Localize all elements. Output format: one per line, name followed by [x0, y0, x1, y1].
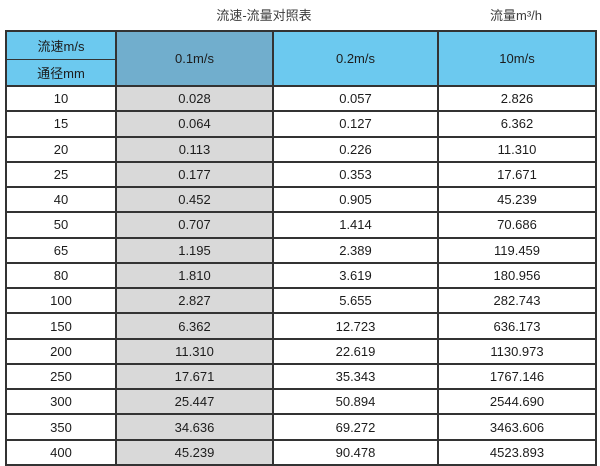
table-row: 40 0.452 0.905 45.239: [5, 186, 597, 214]
flow-0-2ms-cell: 0.127: [272, 110, 439, 138]
flow-0-2ms-cell: 2.389: [272, 236, 439, 264]
column-header-0-2ms: 0.2m/s: [272, 30, 439, 87]
flow-0-2ms-cell: 50.894: [272, 388, 439, 416]
table-row: 65 1.195 2.389 119.459: [5, 236, 597, 264]
flow-10ms-cell: 2.826: [437, 84, 597, 113]
diameter-cell: 10: [5, 84, 117, 113]
flow-0-2ms-cell: 69.272: [272, 413, 439, 441]
flow-0-1ms-cell: 45.239: [115, 438, 274, 466]
flow-0-2ms-cell: 12.723: [272, 312, 439, 340]
diameter-cell: 150: [5, 312, 117, 340]
flow-0-1ms-cell: 11.310: [115, 337, 274, 365]
table-row: 300 25.447 50.894 2544.690: [5, 388, 597, 416]
flow-0-2ms-cell: 0.226: [272, 135, 439, 163]
flow-conversion-table: 流速m/s 0.1m/s 0.2m/s 10m/s 通径mm 10 0.028 0.…: [5, 30, 597, 466]
diameter-cell: 15: [5, 110, 117, 138]
flow-0-1ms-cell: 0.707: [115, 211, 274, 239]
flow-0-2ms-cell: 35.343: [272, 362, 439, 391]
corner-velocity-label: 流速m/s: [5, 30, 117, 60]
table-row: 50 0.707 1.414 70.686: [5, 211, 597, 239]
flow-10ms-cell: 6.362: [437, 110, 597, 138]
flow-10ms-cell: 2544.690: [437, 388, 597, 416]
flow-0-1ms-cell: 0.064: [115, 110, 274, 138]
flow-0-1ms-cell: 0.177: [115, 160, 274, 189]
table-row: 350 34.636 69.272 3463.606: [5, 413, 597, 441]
table-row: 250 17.671 35.343 1767.146: [5, 362, 597, 391]
flow-10ms-cell: 11.310: [437, 135, 597, 163]
flow-10ms-cell: 45.239: [437, 186, 597, 214]
diameter-cell: 40: [5, 186, 117, 214]
flow-10ms-cell: 119.459: [437, 236, 597, 264]
table-row: 100 2.827 5.655 282.743: [5, 287, 597, 315]
flow-0-1ms-cell: 17.671: [115, 362, 274, 391]
flow-0-1ms-cell: 25.447: [115, 388, 274, 416]
flow-0-2ms-cell: 1.414: [272, 211, 439, 239]
column-header-10ms: 10m/s: [437, 30, 597, 87]
diameter-cell: 80: [5, 261, 117, 290]
diameter-cell: 200: [5, 337, 117, 365]
flow-0-2ms-cell: 22.619: [272, 337, 439, 365]
flow-0-2ms-cell: 0.905: [272, 186, 439, 214]
flow-units-label: 流量m³/h: [489, 8, 543, 23]
flow-0-2ms-cell: 90.478: [272, 438, 439, 466]
table-title: 流速-流量对照表: [216, 8, 312, 23]
header-row-bottom: 通径mm: [5, 58, 596, 87]
flow-0-1ms-cell: 0.028: [115, 84, 274, 113]
column-header-0-1ms: 0.1m/s: [115, 30, 274, 87]
flow-10ms-cell: 1767.146: [437, 362, 597, 391]
flow-0-1ms-cell: 2.827: [115, 287, 274, 315]
diameter-cell: 300: [5, 388, 117, 416]
table-header: 流速m/s 0.1m/s 0.2m/s 10m/s 通径mm: [5, 30, 597, 87]
diameter-cell: 400: [5, 438, 117, 466]
diameter-cell: 25: [5, 160, 117, 189]
flow-0-2ms-cell: 5.655: [272, 287, 439, 315]
diameter-cell: 50: [5, 211, 117, 239]
diameter-cell: 250: [5, 362, 117, 391]
table-row: 80 1.810 3.619 180.956: [5, 261, 597, 290]
diameter-cell: 20: [5, 135, 117, 163]
table-row: 150 6.362 12.723 636.173: [5, 312, 597, 340]
table-row: 400 45.239 90.478 4523.893: [5, 438, 597, 466]
flow-10ms-cell: 636.173: [437, 312, 597, 340]
flow-10ms-cell: 4523.893: [437, 438, 597, 466]
flow-10ms-cell: 3463.606: [437, 413, 597, 441]
header-row-top: 流速m/s 0.1m/s 0.2m/s 10m/s: [5, 30, 597, 87]
flow-10ms-cell: 17.671: [437, 160, 597, 189]
table-row: 200 11.310 22.619 1130.973: [5, 337, 597, 365]
flow-0-1ms-cell: 1.810: [115, 261, 274, 290]
flow-10ms-cell: 282.743: [437, 287, 597, 315]
diameter-cell: 350: [5, 413, 117, 441]
flow-10ms-cell: 180.956: [437, 261, 597, 290]
diameter-cell: 65: [5, 236, 117, 264]
flow-0-2ms-cell: 0.057: [272, 84, 439, 113]
flow-0-1ms-cell: 0.452: [115, 186, 274, 214]
table-row: 15 0.064 0.127 6.362: [5, 110, 597, 138]
flow-0-1ms-cell: 0.113: [115, 135, 274, 163]
flow-0-1ms-cell: 1.195: [115, 236, 274, 264]
table-row: 25 0.177 0.353 17.671: [5, 160, 597, 189]
table-body: 10 0.028 0.057 2.826 15 0.064 0.127 6.362 20 0.11…: [5, 84, 597, 466]
flow-10ms-cell: 1130.973: [437, 337, 597, 365]
flow-0-2ms-cell: 3.619: [272, 261, 439, 290]
table-row: 10 0.028 0.057 2.826: [5, 84, 597, 113]
table-row: 20 0.113 0.226 11.310: [5, 135, 597, 163]
flow-10ms-cell: 70.686: [437, 211, 597, 239]
flow-0-2ms-cell: 0.353: [272, 160, 439, 189]
diameter-cell: 100: [5, 287, 117, 315]
flow-0-1ms-cell: 34.636: [115, 413, 274, 441]
flow-0-1ms-cell: 6.362: [115, 312, 274, 340]
corner-diameter-label: 通径mm: [5, 58, 117, 87]
